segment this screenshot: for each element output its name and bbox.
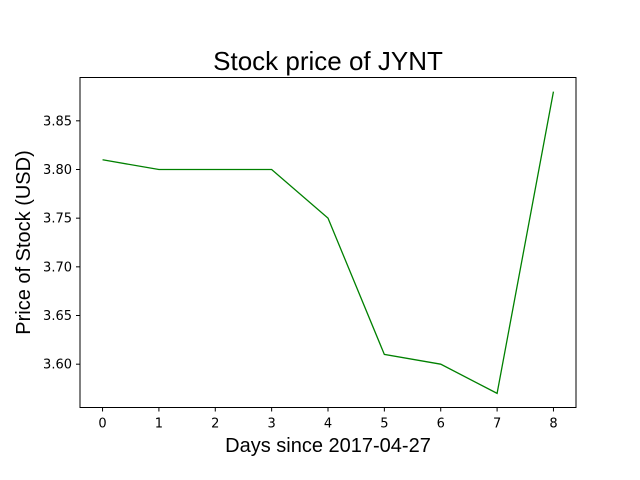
plot-area-frame: [79, 77, 577, 408]
x-tick-label: 6: [437, 417, 445, 432]
x-tick-label: 3: [267, 417, 275, 432]
x-axis-ticks: 0 1 2 3 4 5 6 7 8: [98, 407, 558, 432]
y-tick-label: 3.65: [43, 309, 72, 324]
y-axis-label: Price of Stock (USD): [13, 150, 35, 334]
x-tick-label: 2: [211, 417, 219, 432]
series-group: [102, 91, 555, 395]
x-tick-label: 1: [155, 417, 163, 432]
x-tick-label: 4: [324, 417, 332, 432]
series-line-0: [102, 91, 555, 395]
y-tick-label: 3.70: [43, 260, 72, 275]
x-tick-label: 5: [380, 417, 388, 432]
y-tick-label: 3.85: [43, 114, 72, 129]
y-axis-ticks: 3.60 3.65 3.70 3.75 3.80 3.85: [43, 114, 80, 373]
y-tick-label: 3.75: [43, 212, 72, 227]
x-tick-label: 8: [549, 417, 557, 432]
chart-title: Stock price of JYNT: [213, 46, 443, 76]
x-tick-label: 0: [98, 417, 106, 432]
y-tick-label: 3.80: [43, 163, 72, 178]
x-axis-label: Days since 2017-04-27: [225, 435, 431, 457]
y-tick-label: 3.60: [43, 358, 72, 373]
x-tick-label: 7: [493, 417, 501, 432]
